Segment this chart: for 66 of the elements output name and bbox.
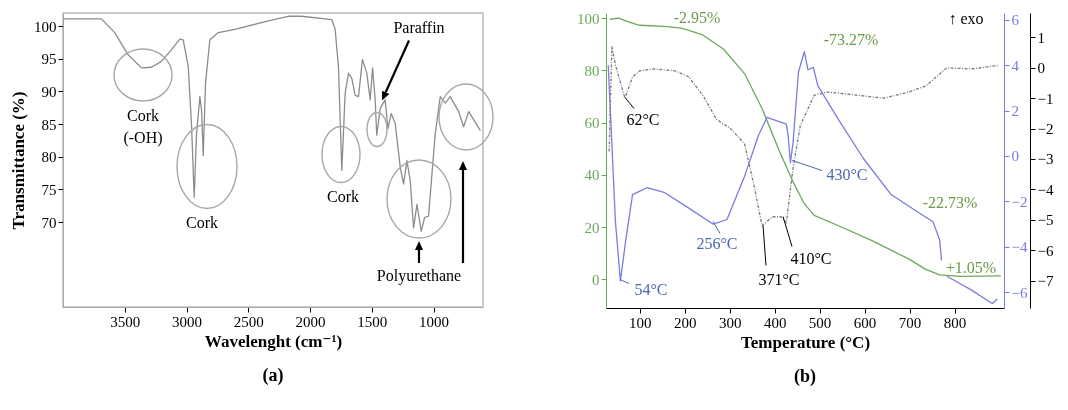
y2-tick-label: −4 (1011, 239, 1028, 256)
y3-tick-label: −1 (1037, 90, 1054, 107)
y3-tick-label: −4 (1037, 181, 1054, 198)
y3-tick-label: −2 (1037, 121, 1054, 138)
annotation: Cork (327, 188, 359, 205)
y-tick-label: 40 (584, 167, 600, 184)
x-tick-label: 3000 (172, 313, 203, 330)
y3-tick-label: 1 (1037, 29, 1045, 46)
y-tick-label: 90 (41, 83, 57, 100)
y-tick-label: 70 (41, 214, 57, 231)
y-axis-title: Transmittance (%) (9, 91, 28, 230)
y2-tick-label: −6 (1011, 284, 1028, 301)
x-tick-label: 300 (718, 314, 742, 331)
annotation: 430°C (826, 166, 868, 183)
annotation: Paraffin (393, 19, 445, 36)
y2-tick-label: 6 (1011, 12, 1020, 29)
y2-tick-label: 4 (1011, 57, 1020, 74)
annotation: -22.73% (922, 194, 978, 211)
annotation: 410°C (790, 250, 832, 267)
annotation: Cork (186, 214, 218, 231)
annotation: Cork (-OH) (123, 107, 163, 147)
y-tick-label: 60 (584, 115, 600, 132)
x-axis-title: Wavelenght (cm⁻¹) (204, 331, 343, 351)
annotation: 256°C (696, 235, 738, 252)
x-tick-label: 2500 (233, 313, 264, 330)
x-tick-label: 3500 (110, 313, 141, 330)
y2-tick-label: −2 (1011, 193, 1028, 210)
y3-tick-label: 0 (1037, 60, 1045, 77)
line-series (63, 15, 482, 232)
annotation: -2.95% (673, 9, 721, 26)
x-tick-label: 200 (673, 314, 697, 331)
y-tick-label: 95 (41, 51, 57, 68)
annotation: 62°C (626, 111, 660, 128)
annotation: -73.27% (823, 31, 879, 48)
y3-tick-label: −7 (1037, 273, 1054, 290)
y3-tick-label: −3 (1037, 151, 1054, 168)
line-series (608, 45, 1000, 227)
y-tick-label: 20 (584, 219, 600, 236)
text: (b) (794, 366, 816, 387)
x-tick-label: 500 (808, 314, 832, 331)
y-tick-label: 85 (41, 116, 57, 133)
x-axis-title: Temperature (°C) (740, 332, 871, 352)
y-tick-label: 80 (41, 149, 57, 166)
y-tick-label: 0 (592, 271, 600, 288)
y-tick-label: 75 (41, 181, 57, 198)
x-tick-label: 800 (943, 314, 967, 331)
x-tick-label: 400 (763, 314, 787, 331)
annotation: 371°C (758, 271, 800, 288)
x-tick-label: 1000 (419, 313, 450, 330)
y3-tick-label: −6 (1037, 242, 1054, 259)
y3-tick-label: −5 (1037, 212, 1054, 229)
x-tick-label: 2000 (295, 313, 326, 330)
x-tick-label: 700 (898, 314, 922, 331)
y-tick-label: 100 (577, 10, 600, 27)
x-tick-label: 600 (853, 314, 877, 331)
x-tick-label: 1500 (357, 313, 388, 330)
y-tick-label: 100 (34, 18, 57, 35)
annotation: ↑ exo (948, 10, 984, 27)
annotation: Polyurethane (376, 267, 462, 285)
annotation: 54°C (634, 281, 668, 298)
x-tick-label: 100 (628, 314, 652, 331)
text: (a) (262, 365, 284, 386)
y2-tick-label: 2 (1011, 103, 1019, 120)
y2-tick-label: 0 (1011, 148, 1019, 165)
annotation: +1.05% (945, 259, 997, 276)
y-tick-label: 80 (584, 62, 600, 79)
